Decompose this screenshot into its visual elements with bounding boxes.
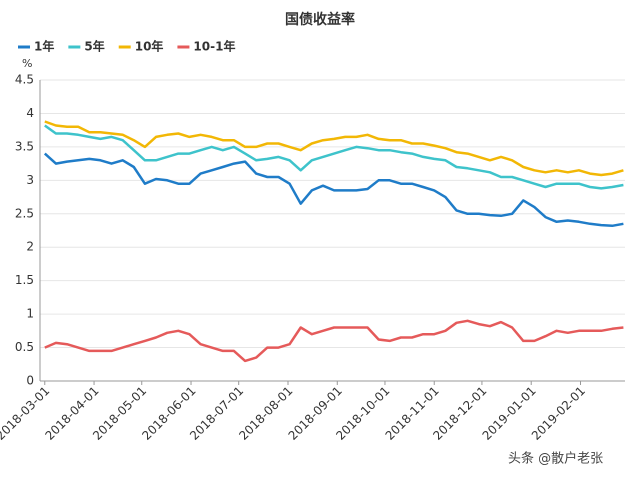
series-line xyxy=(44,319,624,363)
legend-label: 1年 xyxy=(34,39,54,54)
y-tick-label: 3.5 xyxy=(15,139,34,153)
legend-label: 10-1年 xyxy=(193,39,235,54)
y-tick-label: 3 xyxy=(26,173,34,187)
y-tick-label: 2 xyxy=(26,240,34,254)
series-line xyxy=(44,124,624,190)
legend-label: 10年 xyxy=(135,39,164,54)
y-tick-label: 1 xyxy=(26,307,34,321)
series-line xyxy=(43,152,624,228)
chart-title: 国债收益率 xyxy=(285,11,355,28)
y-axis-label: % xyxy=(22,57,32,70)
y-tick-label: 4.5 xyxy=(15,73,34,87)
legend-label: 5年 xyxy=(84,39,104,54)
y-tick-label: 0 xyxy=(26,374,34,388)
y-tick-label: 0.5 xyxy=(15,340,34,354)
y-tick-label: 4 xyxy=(26,106,34,120)
y-tick-label: 1.5 xyxy=(15,273,34,287)
watermark: 头条 @散户老张 xyxy=(508,451,603,467)
series-line xyxy=(44,120,624,177)
y-tick-label: 2.5 xyxy=(15,206,34,220)
